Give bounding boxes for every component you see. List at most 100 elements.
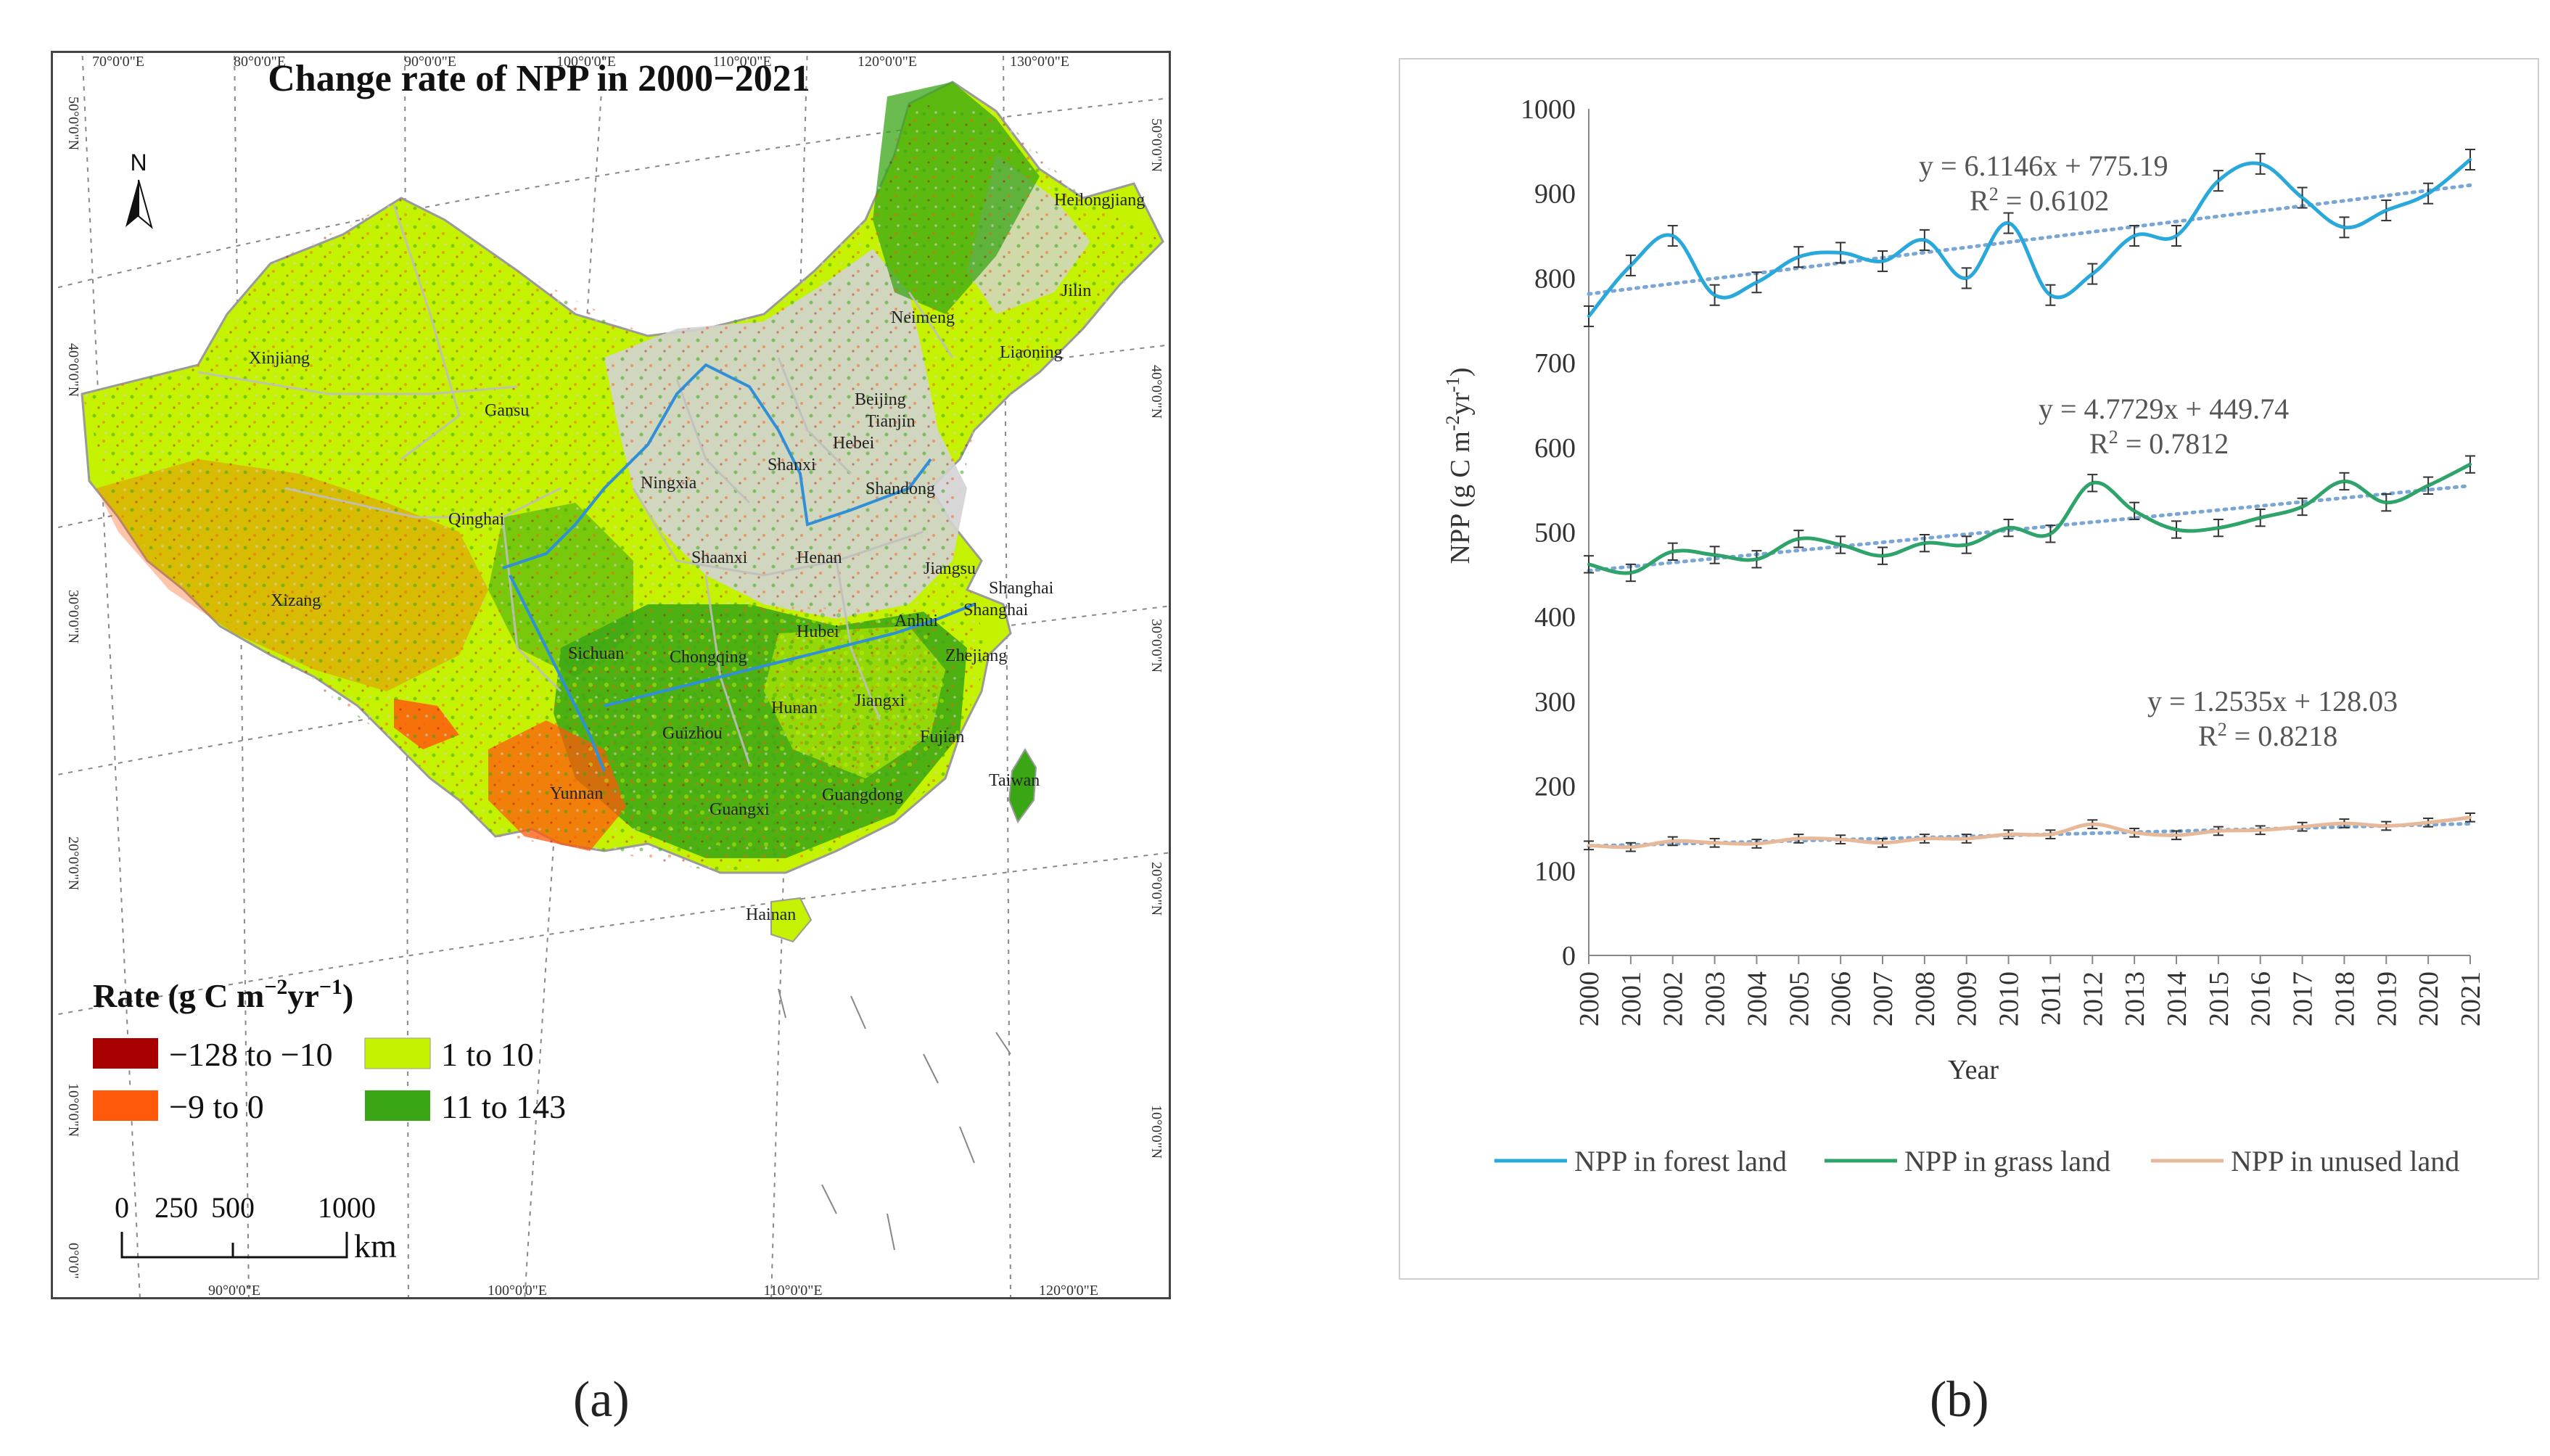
- grass-data-point: [2133, 509, 2136, 513]
- x-tick-label: 2007: [1868, 971, 1899, 1027]
- series-lines: [1584, 149, 2475, 852]
- forest-data-point: [2300, 196, 2304, 200]
- x-tick-label: 2000: [1574, 971, 1605, 1027]
- grass-error-bar: [2339, 472, 2350, 491]
- legend-forest-label: NPP in forest land: [1574, 1145, 1787, 1177]
- grass-data-point: [1965, 543, 1968, 547]
- province-label: Shanxi: [768, 456, 816, 474]
- forest-error-bar: [2297, 186, 2308, 209]
- province-label: Yunnan: [550, 784, 603, 803]
- legend-title-sup: −2: [264, 975, 287, 999]
- grass-data-point: [1881, 554, 1884, 558]
- x-tick-label: 2008: [1910, 971, 1941, 1027]
- unused-error-bar: [1835, 834, 1846, 844]
- chart-legend: NPP in forest land NPP in grass land NPP…: [1494, 1145, 2459, 1177]
- forest-data-point: [2385, 209, 2388, 213]
- forest-error-bar: [2129, 225, 2140, 247]
- forest-data-point: [1629, 263, 1632, 267]
- province-label: Jiangsu: [924, 559, 976, 578]
- unused-data-point: [2216, 829, 2220, 833]
- trend-equations: y = 6.1146x + 775.19 R2 = 0.6102 y = 4.7…: [1919, 149, 2398, 752]
- province-label: Shanghai: [989, 579, 1054, 598]
- province-label: Hebei: [833, 434, 875, 453]
- r2-label: R: [1970, 184, 1989, 217]
- x-tick-label: 2006: [1826, 971, 1856, 1027]
- left-lat-label: 10°0'0"N: [65, 1083, 81, 1137]
- legend-title-part: Rate (g C m: [93, 977, 264, 1014]
- grass-error-bar: [2381, 493, 2392, 512]
- top-lon-label: 70°0'0"E: [92, 54, 144, 70]
- panel-label-b: (b): [1930, 1371, 1989, 1429]
- bottom-lon-label: 90°0'0"E: [208, 1283, 260, 1297]
- forest-error-bar: [1625, 254, 1636, 276]
- y-axis-label: NPP (g C m-2yr-1): [1442, 367, 1476, 564]
- unused-data-point: [2049, 833, 2052, 836]
- ylabel-sup: -1: [1442, 377, 1463, 392]
- legend-grass-label: NPP in grass land: [1904, 1145, 2110, 1177]
- y-tick-label: 900: [1534, 179, 1576, 210]
- r2-sup: 2: [2109, 427, 2118, 448]
- unused-error-bar: [2297, 821, 2308, 832]
- panel-label-a-text: (a): [573, 1372, 630, 1428]
- bottom-lon-label: 120°0'0"E: [1039, 1283, 1098, 1297]
- grass-data-point: [2300, 505, 2304, 509]
- forest-error-bar: [2423, 182, 2434, 205]
- grass-data-point: [2427, 484, 2430, 488]
- unused-error-bar: [1751, 839, 1762, 849]
- unused-error-bar: [2087, 819, 2098, 829]
- r2-label: R: [2089, 427, 2109, 460]
- grass-data-point: [2007, 526, 2010, 530]
- grass-error-bar: [2045, 525, 2056, 543]
- r2-value: = 0.7812: [2118, 427, 2229, 460]
- top-lon-label: 100°0'0"E: [556, 54, 616, 70]
- ylabel-part: yr: [1445, 392, 1476, 415]
- map-title: Change rate of NPP in 2000−2021: [268, 58, 810, 99]
- forest-data-point: [1713, 293, 1716, 297]
- unused-trend-equation: y = 1.2535x + 128.03: [2147, 685, 2398, 717]
- grass-error-bar: [2213, 518, 2224, 538]
- grass-data-point: [2343, 480, 2346, 483]
- forest-data-point: [1671, 234, 1674, 238]
- left-lat-label: 0°0'0": [65, 1243, 81, 1279]
- unused-data-point: [1965, 836, 1968, 840]
- province-label: Jilin: [1061, 281, 1091, 300]
- grass-error-bar: [2171, 520, 2181, 539]
- province-label: Hubei: [797, 622, 839, 641]
- y-tick-label: 500: [1534, 518, 1576, 548]
- unused-error-bar: [2003, 829, 2014, 839]
- x-tick-label: 2017: [2288, 971, 2319, 1027]
- province-label: Gansu: [485, 401, 529, 420]
- unused-data-point: [1922, 836, 1926, 840]
- grass-data-point: [1713, 554, 1716, 557]
- legend-title-part: ): [342, 977, 353, 1014]
- grass-data-point: [1629, 571, 1632, 575]
- unused-data-point: [2258, 828, 2262, 832]
- grass-data-point: [2175, 527, 2178, 531]
- grass-trend-equation: y = 4.7729x + 449.74: [2039, 392, 2289, 425]
- grass-error-bar: [2003, 518, 2014, 538]
- province-label: Anhui: [894, 612, 938, 630]
- y-axis: 0 100 200 300 400 500 600 700 800 900 1000: [1521, 94, 1589, 971]
- unused-error-bar: [2171, 830, 2181, 841]
- unused-error-bar: [1793, 834, 1804, 844]
- province-label: Guangdong: [822, 786, 903, 805]
- unused-error-bar: [1667, 836, 1678, 847]
- forest-error-bar: [1584, 305, 1594, 327]
- grass-data-point: [2049, 532, 2052, 535]
- unused-data-point: [1629, 845, 1632, 849]
- x-tick-label: 2003: [1700, 971, 1731, 1027]
- unused-data-point: [2133, 831, 2136, 834]
- unused-data-point: [2385, 824, 2388, 828]
- left-lat-label: 20°0'0"N: [65, 836, 81, 890]
- unused-error-bar: [2381, 820, 2392, 831]
- map-legend: Rate (g C m−2yr−1) −128 to −10 1 to 10 −…: [93, 975, 566, 1125]
- scale-bar: 0 250 500 1000 km: [115, 1191, 397, 1264]
- unused-data-point: [1587, 844, 1590, 847]
- left-lat-label: 30°0'0"N: [65, 590, 81, 643]
- unused-error-bar: [2465, 812, 2475, 823]
- panel-label-b-text: (b): [1930, 1372, 1989, 1428]
- unused-series-line: [1588, 815, 2471, 850]
- grass-data-point: [2091, 481, 2094, 485]
- unused-data-point: [1797, 836, 1801, 840]
